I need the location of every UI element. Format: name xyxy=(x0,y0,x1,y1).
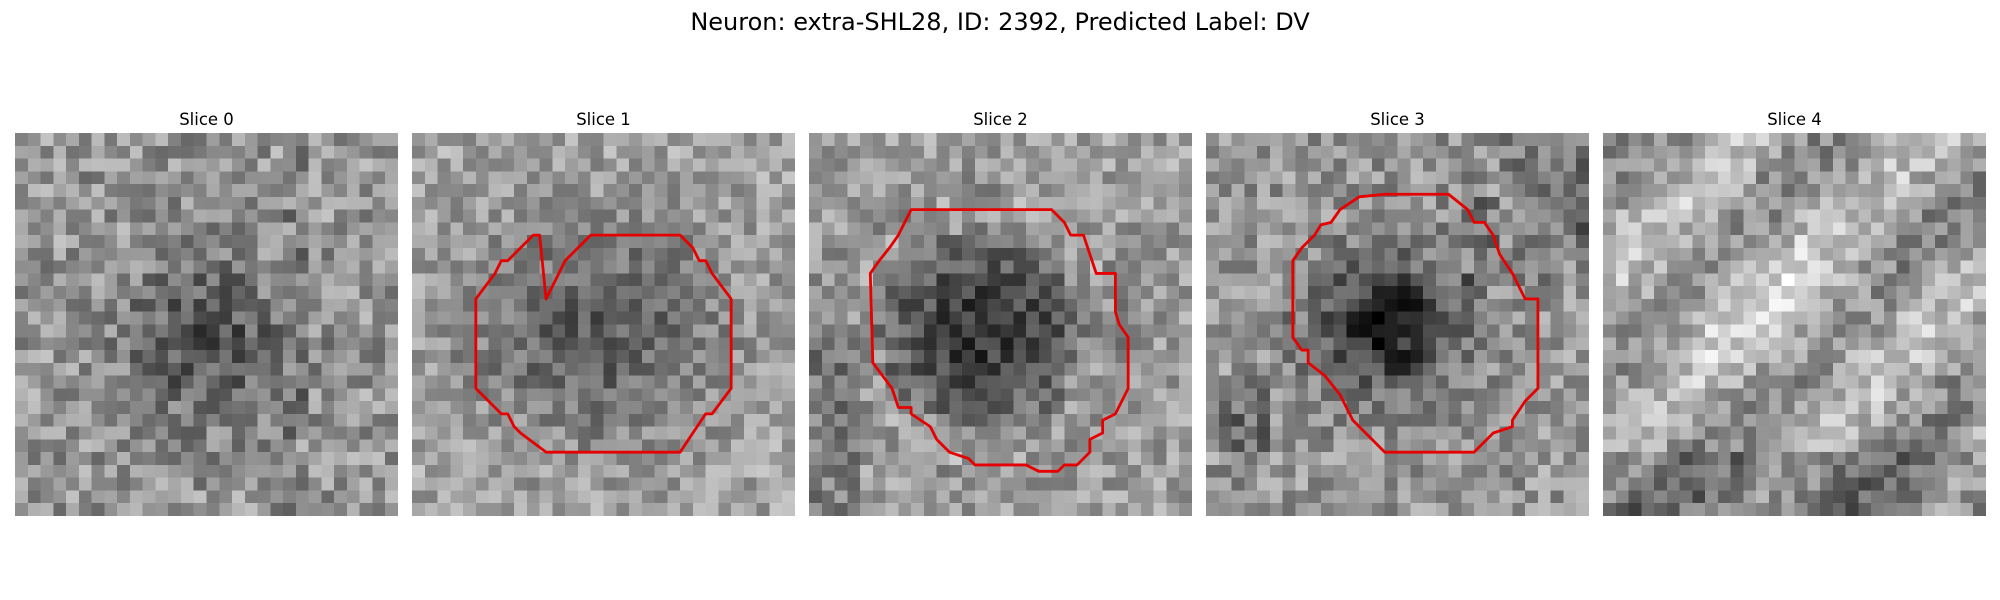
slice-image xyxy=(15,133,398,516)
slice-image xyxy=(1206,133,1589,516)
roi-contour xyxy=(1291,192,1540,454)
slice-panel-1: Slice 1 xyxy=(412,107,795,516)
slice-title: Slice 3 xyxy=(1370,110,1425,129)
roi-contour xyxy=(474,233,733,454)
slice-panel-2: Slice 2 xyxy=(809,107,1192,516)
slice-image xyxy=(809,133,1192,516)
slice-panel-4: Slice 4 xyxy=(1603,107,1986,516)
slice-image xyxy=(412,133,795,516)
roi-contour xyxy=(868,208,1130,473)
slice-panel-0: Slice 0 xyxy=(15,107,398,516)
slice-image xyxy=(1603,133,1986,516)
slice-title: Slice 1 xyxy=(576,110,631,129)
figure-title: Neuron: extra-SHL28, ID: 2392, Predicted… xyxy=(690,8,1310,36)
slice-title: Slice 2 xyxy=(973,110,1028,129)
slice-panel-3: Slice 3 xyxy=(1206,107,1589,516)
slice-title: Slice 0 xyxy=(179,110,234,129)
slice-title: Slice 4 xyxy=(1767,110,1822,129)
